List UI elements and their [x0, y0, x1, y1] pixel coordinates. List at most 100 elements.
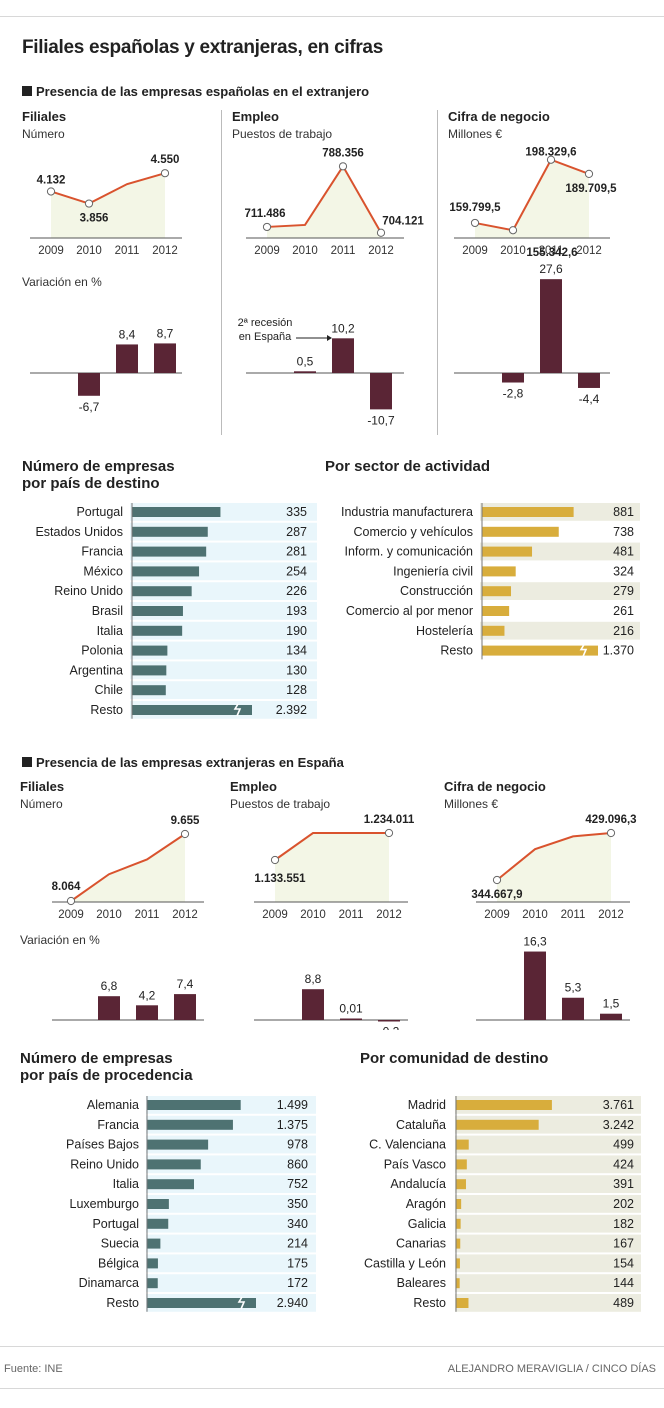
paises_procedencia-value-label: 1.375	[277, 1118, 308, 1132]
panel-subtitle-filiales-2: Número	[20, 797, 63, 811]
ext_var_filiales-bar	[174, 994, 196, 1020]
esp_empleo-tick-label: 2010	[292, 245, 318, 257]
sector-bar	[482, 645, 598, 656]
ext_var_empleo-bar-label: 0,01	[339, 1002, 363, 1016]
paises_procedencia-category-label: Resto	[106, 1296, 139, 1310]
ext_cifra-data-label: 429.096,3	[585, 814, 636, 826]
barchart-title-line: por país de destino	[22, 475, 160, 492]
comunidad-value-label: 489	[613, 1296, 634, 1310]
barchart-title-sector: Por sector de actividad	[325, 458, 490, 475]
paises_destino-bar	[132, 507, 221, 517]
foreign-in-spain-line-and-variation-charts: 2009 2010 2011 2012 8.064 9.655 2009 2010 2011 20…	[52, 814, 637, 1030]
panel-title-empleo: Empleo	[232, 109, 279, 124]
credit-note: ALEJANDRO MERAVIGLIA / CINCO DÍAS	[447, 1363, 656, 1375]
esp_filiales-data-label: 3.856	[80, 213, 109, 225]
ext_var_cifra-bar-label: 1,5	[603, 997, 620, 1011]
paises_destino-category-label: Italia	[97, 624, 123, 638]
panel-divider	[437, 110, 438, 435]
ext_var_empleo-bar	[340, 1018, 362, 1020]
panel-subtitle-filiales: Número	[22, 127, 65, 141]
ext_filiales-tick-label: 2011	[135, 909, 160, 921]
paises_procedencia-category-label: Bélgica	[98, 1256, 139, 1270]
ext_filiales-point-marker	[66, 896, 76, 906]
footer-rule	[0, 1346, 664, 1347]
comunidad-value-label: 391	[613, 1177, 634, 1191]
ext_cifra-data-label: 344.667,9	[471, 889, 522, 901]
paises_procedencia-value-label: 2.940	[277, 1296, 308, 1310]
paises_destino-category-label: Argentina	[69, 663, 123, 677]
paises_procedencia-value-label: 1.499	[277, 1098, 308, 1112]
ext_cifra-line	[496, 832, 612, 881]
paises_destino-category-label: México	[83, 564, 123, 578]
barchart-title-line: Por comunidad de destino	[360, 1050, 549, 1067]
ext_cifra-point-marker	[606, 828, 616, 838]
paises_procedencia-bar	[147, 1238, 161, 1249]
esp_var_cifra-bar	[502, 373, 524, 383]
esp_var_empleo-bar	[370, 373, 392, 410]
comunidad-bar	[456, 1119, 539, 1130]
sector-row-band	[480, 582, 640, 600]
panel-title-cifra: Cifra de negocio	[448, 109, 550, 124]
paises_destino-value-label: 130	[286, 663, 307, 677]
esp_cifra-point-marker	[546, 155, 556, 164]
sector-bar	[482, 625, 505, 636]
esp_empleo-data-label: 711.486	[245, 208, 286, 220]
paises_procedencia-bar	[147, 1258, 158, 1269]
panel-subtitle-empleo-2: Puestos de trabajo	[230, 797, 331, 811]
paises_destino-category-label: Estados Unidos	[35, 525, 123, 539]
comunidad-category-label: País Vasco	[384, 1157, 446, 1171]
barchart-title-paises-procedencia: Número de empresas por país de procedenc…	[20, 1050, 193, 1084]
paises_procedencia-bar	[147, 1278, 158, 1289]
paises_destino-value-label: 134	[286, 644, 307, 658]
esp_filiales-area	[51, 173, 165, 238]
paises_procedencia-row-band	[146, 1254, 316, 1273]
comunidad-bar	[456, 1238, 461, 1249]
paises_destino-value-label: 190	[286, 624, 307, 638]
comunidad-row-band	[455, 1254, 641, 1273]
esp_cifra-tick-label: 2011	[539, 245, 564, 257]
esp_cifra-tick-label: 2009	[462, 245, 488, 257]
ext_filiales-point-marker	[180, 829, 190, 839]
sector-bar	[482, 586, 512, 597]
recession-arrow-head-icon	[327, 335, 332, 341]
comunidad-bar	[456, 1179, 466, 1190]
esp_var_empleo-bar-label: 10,2	[331, 321, 355, 335]
spanish-abroad-line-and-variation-charts: 2009 2010 2011 2012 4.132 3.856 4.550 2009 2010 2…	[30, 147, 617, 427]
paises_procedencia-bar	[147, 1199, 169, 1209]
ext_cifra-tick-label: 2012	[598, 909, 624, 921]
comunidad-value-label: 499	[613, 1138, 634, 1152]
paises_destino-bar	[132, 546, 207, 557]
comunidad-value-label: 3.242	[603, 1118, 634, 1132]
sector-value-label: 738	[613, 525, 634, 539]
barchart-title-line: por país de procedencia	[20, 1067, 193, 1084]
paises_procedencia-bar	[147, 1179, 194, 1190]
sector-category-label: Ingeniería civil	[393, 564, 473, 578]
paises_procedencia-bar	[147, 1100, 241, 1110]
ext_filiales-line	[70, 833, 186, 902]
comunidad-value-label: 182	[613, 1217, 634, 1231]
paises_procedencia-value-label: 214	[287, 1237, 308, 1251]
bottom-rule	[0, 1388, 664, 1389]
ext_filiales-area	[71, 834, 185, 902]
comunidad-category-label: Canarias	[396, 1237, 446, 1251]
comunidad-category-label: Aragón	[406, 1197, 446, 1211]
paises_procedencia-value-label: 860	[287, 1157, 308, 1171]
ext_var_cifra-bar-label: 5,3	[565, 981, 582, 995]
sector-bar	[482, 526, 559, 537]
barchart-title-line: Número de empresas	[22, 458, 175, 475]
ext_empleo-data-label: 1.133.551	[254, 873, 306, 885]
comunidad-value-label: 202	[613, 1197, 634, 1211]
paises_procedencia-value-label: 752	[287, 1177, 308, 1191]
paises_procedencia-category-label: Luxemburgo	[70, 1197, 140, 1211]
comunidad-bar	[456, 1278, 460, 1289]
top-rule	[0, 16, 664, 17]
section-heading-label: Presencia de las empresas extranjeras en…	[36, 755, 344, 770]
esp_cifra-data-label: 189.709,5	[565, 183, 617, 195]
paises_procedencia-category-label: Portugal	[92, 1217, 139, 1231]
section-heading-foreign-in-spain: Presencia de las empresas extranjeras en…	[22, 755, 344, 770]
esp_empleo-line	[266, 164, 382, 234]
ext_cifra-tick-label: 2011	[561, 909, 586, 921]
sector-value-label: 216	[613, 624, 634, 638]
ext_cifra-tick-label: 2010	[522, 909, 548, 921]
esp_var_empleo-bar-label: 0,5	[297, 354, 314, 368]
